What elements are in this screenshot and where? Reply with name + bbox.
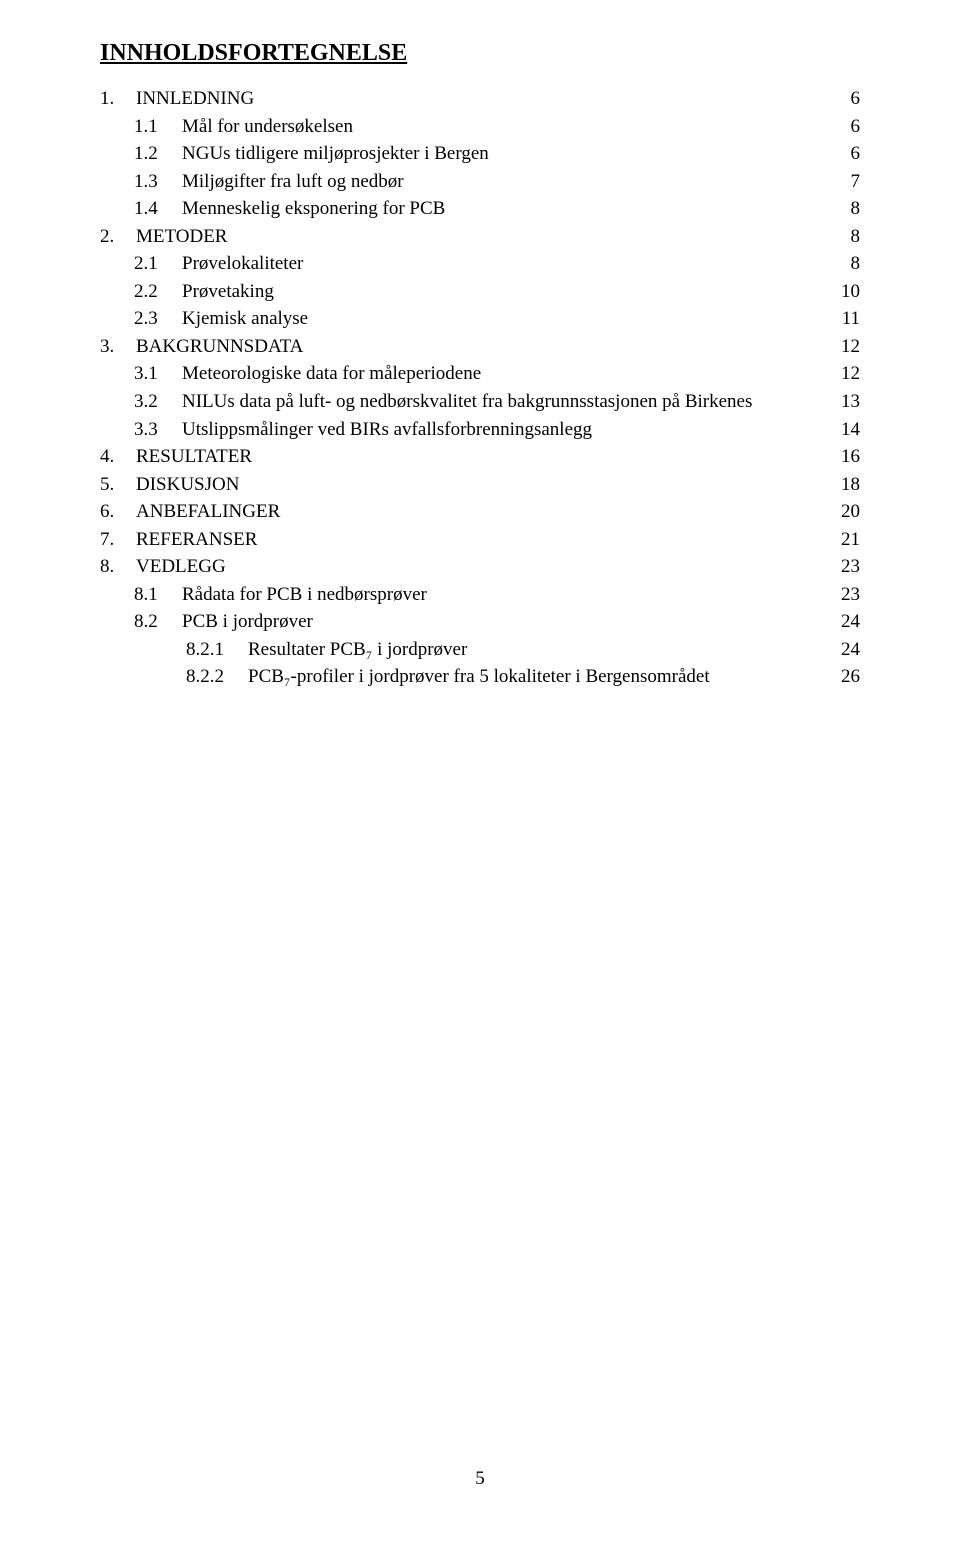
toc-entry-number: 1. xyxy=(100,85,136,113)
toc-entry-label: Resultater PCB₇ i jordprøver xyxy=(248,636,467,664)
toc-entry-label: BAKGRUNNSDATA xyxy=(136,333,303,361)
toc-entry-number: 8. xyxy=(100,553,136,581)
toc-entry-number: 4. xyxy=(100,443,136,471)
toc-entry-label: Prøvetaking xyxy=(182,278,274,306)
toc-entry-label: DISKUSJON xyxy=(136,471,239,499)
toc-entry: 6.ANBEFALINGER 20 xyxy=(100,498,860,526)
toc-entry-page: 24 xyxy=(834,636,860,664)
toc-entry-page: 8 xyxy=(834,223,860,251)
toc-entry-number: 1.1 xyxy=(134,113,182,141)
toc-entry-page: 13 xyxy=(834,388,860,416)
toc-entry-label: Utslippsmålinger ved BIRs avfallsforbren… xyxy=(182,416,592,444)
toc-entry-label: REFERANSER xyxy=(136,526,257,554)
toc-entry-label: Meteorologiske data for måleperiodene xyxy=(182,360,481,388)
toc-entry-number: 5. xyxy=(100,471,136,499)
toc-entry: 8.1Rådata for PCB i nedbørsprøver 23 xyxy=(100,581,860,609)
toc-entry: 1.2NGUs tidligere miljøprosjekter i Berg… xyxy=(100,140,860,168)
toc-entry-page: 6 xyxy=(834,113,860,141)
toc-entry-label: NILUs data på luft- og nedbørskvalitet f… xyxy=(182,388,752,416)
toc-entry-page: 23 xyxy=(834,553,860,581)
table-of-contents: 1.INNLEDNING61.1Mål for undersøkelsen61.… xyxy=(100,85,860,691)
toc-entry-page: 14 xyxy=(834,416,860,444)
toc-entry-label: Rådata for PCB i nedbørsprøver xyxy=(182,581,427,609)
toc-entry-label: RESULTATER xyxy=(136,443,252,471)
toc-entry-page: 10 xyxy=(834,278,860,306)
toc-entry: 2.3Kjemisk analyse 11 xyxy=(100,305,860,333)
toc-entry: 1.1Mål for undersøkelsen 6 xyxy=(100,113,860,141)
toc-entry-number: 3.2 xyxy=(134,388,182,416)
toc-entry-number: 2.3 xyxy=(134,305,182,333)
toc-entry-number: 8.2.2 xyxy=(186,663,248,691)
toc-entry-page: 16 xyxy=(834,443,860,471)
toc-entry: 8.2PCB i jordprøver 24 xyxy=(100,608,860,636)
toc-entry-page: 6 xyxy=(834,140,860,168)
toc-entry: 1.3Miljøgifter fra luft og nedbør 7 xyxy=(100,168,860,196)
toc-entry-label: Prøvelokaliteter xyxy=(182,250,303,278)
toc-entry-page: 12 xyxy=(834,360,860,388)
toc-entry: 8.VEDLEGG 23 xyxy=(100,553,860,581)
toc-entry-number: 1.3 xyxy=(134,168,182,196)
toc-entry-label: PCB₇-profiler i jordprøver fra 5 lokalit… xyxy=(248,663,710,691)
toc-entry: 4.RESULTATER 16 xyxy=(100,443,860,471)
toc-entry-number: 2. xyxy=(100,223,136,251)
toc-entry-number: 3.3 xyxy=(134,416,182,444)
toc-entry: 8.2.1Resultater PCB₇ i jordprøver 24 xyxy=(100,636,860,664)
toc-entry-number: 8.2.1 xyxy=(186,636,248,664)
toc-entry-label: ANBEFALINGER xyxy=(136,498,280,526)
toc-entry: 2.METODER 8 xyxy=(100,223,860,251)
toc-entry-label: INNLEDNING xyxy=(136,85,254,113)
toc-entry: 1.INNLEDNING 6 xyxy=(100,85,860,113)
toc-entry-label: PCB i jordprøver xyxy=(182,608,313,636)
toc-entry-label: Menneskelig eksponering for PCB xyxy=(182,195,445,223)
toc-entry-number: 1.4 xyxy=(134,195,182,223)
toc-entry: 5.DISKUSJON 18 xyxy=(100,471,860,499)
toc-entry-label: Kjemisk analyse xyxy=(182,305,308,333)
toc-entry: 3.3Utslippsmålinger ved BIRs avfallsforb… xyxy=(100,416,860,444)
toc-entry: 3.2NILUs data på luft- og nedbørskvalite… xyxy=(100,388,860,416)
toc-entry: 8.2.2PCB₇-profiler i jordprøver fra 5 lo… xyxy=(100,663,860,691)
toc-entry-number: 2.2 xyxy=(134,278,182,306)
toc-entry: 3.BAKGRUNNSDATA 12 xyxy=(100,333,860,361)
toc-entry: 7.REFERANSER 21 xyxy=(100,526,860,554)
toc-entry: 1.4Menneskelig eksponering for PCB 8 xyxy=(100,195,860,223)
toc-entry: 2.1Prøvelokaliteter 8 xyxy=(100,250,860,278)
toc-entry-number: 2.1 xyxy=(134,250,182,278)
toc-entry-page: 8 xyxy=(834,250,860,278)
toc-entry-number: 8.2 xyxy=(134,608,182,636)
toc-entry-number: 7. xyxy=(100,526,136,554)
toc-entry-label: Miljøgifter fra luft og nedbør xyxy=(182,168,404,196)
document-page: INNHOLDSFORTEGNELSE 1.INNLEDNING61.1Mål … xyxy=(0,0,960,1546)
toc-entry-label: NGUs tidligere miljøprosjekter i Bergen xyxy=(182,140,489,168)
toc-entry-number: 6. xyxy=(100,498,136,526)
toc-entry-page: 24 xyxy=(834,608,860,636)
toc-entry-label: Mål for undersøkelsen xyxy=(182,113,353,141)
toc-entry-number: 1.2 xyxy=(134,140,182,168)
toc-entry-page: 12 xyxy=(834,333,860,361)
toc-entry-page: 20 xyxy=(834,498,860,526)
toc-entry-number: 3.1 xyxy=(134,360,182,388)
page-number: 5 xyxy=(0,1468,960,1490)
toc-entry: 2.2Prøvetaking 10 xyxy=(100,278,860,306)
toc-entry-number: 8.1 xyxy=(134,581,182,609)
toc-entry: 3.1Meteorologiske data for måleperiodene… xyxy=(100,360,860,388)
toc-entry-page: 18 xyxy=(834,471,860,499)
toc-entry-page: 26 xyxy=(834,663,860,691)
toc-entry-page: 11 xyxy=(834,305,860,333)
toc-entry-page: 8 xyxy=(834,195,860,223)
toc-entry-label: VEDLEGG xyxy=(136,553,226,581)
toc-entry-page: 23 xyxy=(834,581,860,609)
toc-entry-number: 3. xyxy=(100,333,136,361)
toc-entry-page: 21 xyxy=(834,526,860,554)
toc-entry-page: 7 xyxy=(834,168,860,196)
toc-entry-page: 6 xyxy=(834,85,860,113)
toc-entry-label: METODER xyxy=(136,223,227,251)
toc-title: INNHOLDSFORTEGNELSE xyxy=(100,40,860,67)
